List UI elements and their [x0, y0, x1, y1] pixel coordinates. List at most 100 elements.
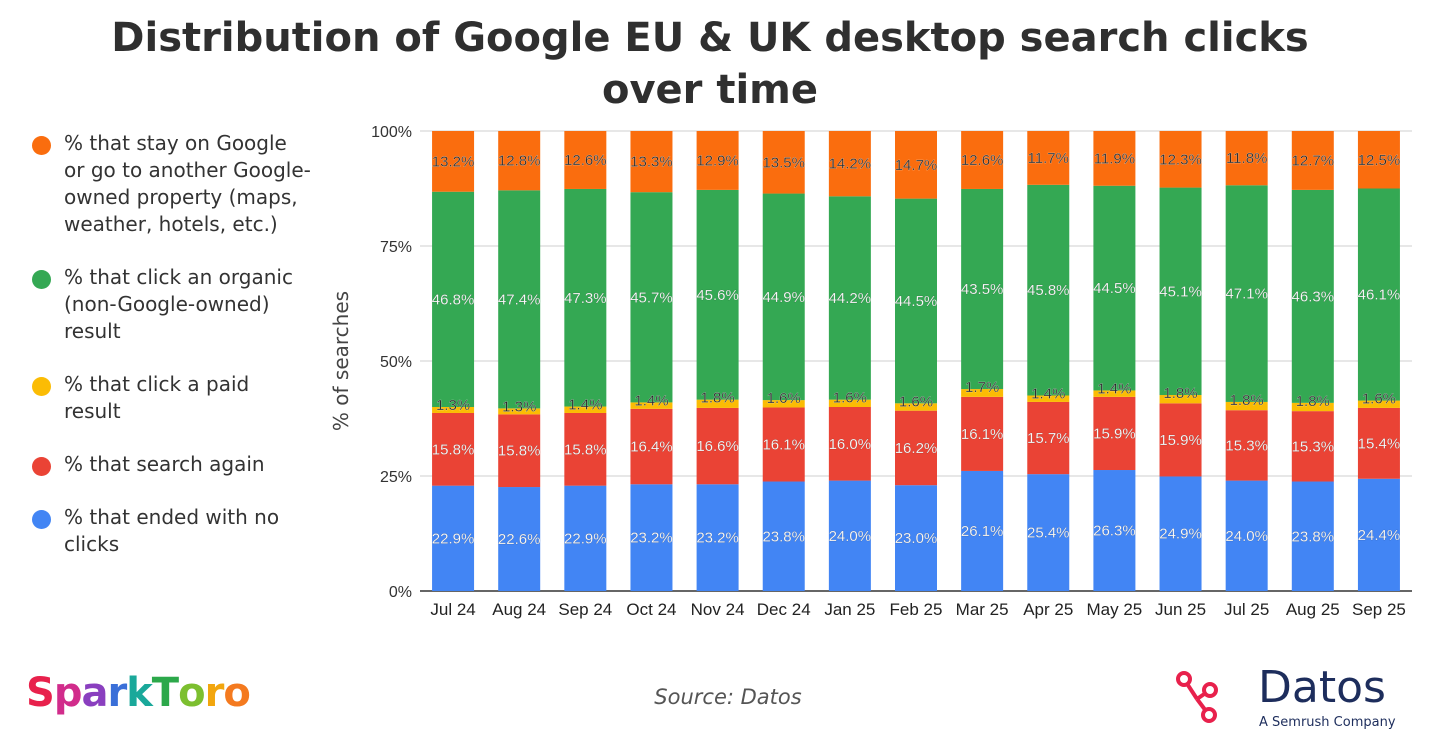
data-label: 23.2% [630, 530, 673, 547]
bar-segment [1027, 131, 1070, 185]
x-tick-label: Jul 24 [430, 600, 475, 619]
bar-segment [630, 131, 673, 193]
sparktoro-logo: SparkToro [26, 668, 251, 718]
sparktoro-letter: o [223, 670, 251, 716]
x-tick-label: Sep 24 [558, 600, 612, 619]
x-tick-label: Nov 24 [691, 600, 745, 619]
data-label: 15.9% [1159, 432, 1202, 449]
data-label: 11.8% [1226, 150, 1267, 167]
datos-logo-icon [1176, 671, 1218, 723]
data-label: 1.8% [1163, 385, 1197, 402]
data-label: 47.4% [498, 291, 541, 308]
data-label: 23.2% [696, 530, 739, 547]
bar-segment [1225, 131, 1268, 186]
data-label: 11.9% [1094, 150, 1135, 167]
data-label: 45.8% [1027, 282, 1070, 299]
bar-segment [432, 131, 475, 192]
data-label: 15.8% [498, 443, 541, 460]
data-label: 1.7% [965, 379, 999, 396]
bar-segment [1093, 185, 1136, 391]
bar-segment [630, 402, 673, 409]
bar-segment [961, 389, 1004, 397]
data-label: 22.9% [564, 530, 607, 547]
data-label: 44.5% [1093, 280, 1136, 297]
bar-segment [1357, 131, 1400, 189]
legend-dot-green [32, 270, 51, 289]
data-label: 46.1% [1358, 287, 1401, 304]
sparktoro-letter: S [26, 670, 55, 716]
data-label: 12.8% [498, 153, 541, 170]
data-label: 11.7% [1028, 150, 1069, 167]
bar-segment [1291, 402, 1334, 412]
data-label: 1.4% [634, 392, 668, 409]
bar-segment [828, 399, 871, 407]
data-label: 1.8% [700, 390, 734, 407]
bar-segment [895, 485, 937, 591]
x-tick-label: Jan 25 [824, 600, 875, 619]
bar-segment [762, 193, 805, 401]
bar-segment [1027, 395, 1070, 402]
legend-dot-yellow [32, 377, 51, 396]
legend-label: % that click a paid result [64, 372, 250, 423]
data-label: 23.8% [1292, 528, 1335, 545]
data-label: 15.9% [1093, 425, 1136, 442]
data-label: 25.4% [1027, 525, 1070, 542]
y-tick-label: 0% [389, 584, 412, 601]
sparktoro-letter: p [53, 670, 83, 716]
data-label: 24.9% [1159, 526, 1202, 543]
data-label: 15.3% [1225, 437, 1268, 454]
data-label: 44.9% [762, 289, 805, 306]
x-tick-label: Apr 25 [1023, 600, 1073, 619]
bar-segment [696, 407, 739, 485]
data-label: 14.7% [895, 157, 938, 174]
bar-segment [828, 407, 871, 481]
data-label: 1.4% [568, 397, 602, 414]
bar-segment [828, 480, 871, 591]
data-label: 15.7% [1027, 430, 1070, 447]
bar-segment [1027, 401, 1070, 475]
bar-segment [564, 485, 607, 591]
legend-label: % that ended with no clicks [64, 505, 280, 556]
data-label: 22.6% [498, 531, 541, 548]
data-label: 12.6% [564, 152, 607, 169]
datos-brand-name: Datos [1258, 662, 1386, 713]
bar-segment [432, 191, 475, 407]
source-note: Source: Datos [654, 685, 802, 709]
data-label: 43.5% [961, 281, 1004, 298]
legend-item-search-again: % that search again [32, 451, 312, 478]
bar-segment [1291, 411, 1334, 482]
x-tick-label: May 25 [1087, 600, 1143, 619]
bar-segment [432, 485, 475, 591]
data-label: 24.0% [1225, 528, 1268, 545]
data-label: 46.8% [432, 291, 475, 308]
data-label: 1.3% [502, 398, 536, 415]
bar-segment [961, 396, 1004, 471]
data-label: 12.9% [696, 152, 739, 169]
data-label: 26.3% [1093, 523, 1136, 540]
bar-segment [630, 408, 673, 485]
bar-segment [1093, 131, 1136, 186]
data-label: 12.3% [1159, 151, 1202, 168]
bar-segment [1357, 400, 1400, 408]
y-tick-label: 25% [380, 469, 412, 486]
bar-segment [696, 189, 739, 400]
data-label: 13.2% [432, 153, 475, 170]
data-label: 45.6% [696, 287, 739, 304]
data-label: 12.5% [1358, 152, 1401, 169]
sparktoro-letter: r [204, 670, 225, 716]
data-label: 13.5% [762, 154, 805, 171]
data-label: 47.3% [564, 290, 607, 307]
data-label: 44.2% [829, 290, 872, 307]
y-axis-label: % of searches [329, 291, 353, 431]
legend-label: % that search again [64, 452, 265, 476]
bar-segment [564, 131, 607, 189]
data-label: 24.4% [1358, 527, 1401, 544]
bar-segment [1159, 187, 1202, 396]
data-label: 1.6% [899, 393, 933, 410]
bar-segment [696, 131, 739, 190]
data-label: 14.2% [829, 156, 872, 173]
data-label: 45.1% [1159, 283, 1202, 300]
bar-segment [1357, 188, 1400, 401]
bar-segment [1291, 131, 1334, 190]
x-tick-label: Sep 25 [1352, 600, 1406, 619]
